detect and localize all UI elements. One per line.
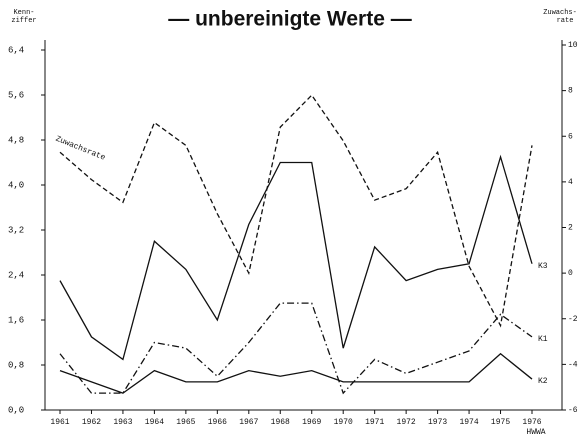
x-tick-label: 1973 [428, 418, 447, 427]
y2-tick-label: -4 [568, 360, 578, 369]
x-tick-label: 1968 [271, 418, 290, 427]
series-label: K3 [538, 262, 548, 271]
x-tick-label: 1964 [145, 418, 164, 427]
series-label: Zuwachsrate [54, 135, 107, 163]
y2-tick-label: 6 [568, 132, 573, 141]
y-tick-label: 6,4 [8, 45, 24, 55]
x-tick-label: 1976 [522, 418, 541, 427]
y2-tick-label: 8 [568, 87, 573, 96]
line-series [59, 154, 533, 361]
y2-axis-title: Zuwachs- [543, 9, 577, 17]
series-label: K1 [538, 335, 548, 344]
y2-tick-label: 4 [568, 178, 573, 187]
y-tick-label: 0,8 [8, 360, 24, 370]
chart-title: — unbereinigte Werte — [168, 8, 411, 31]
y-axis-title: ziffer [11, 17, 36, 25]
x-tick-label: 1971 [365, 418, 384, 427]
line-series [59, 302, 533, 395]
x-tick-label: 1975 [491, 418, 510, 427]
y2-tick-label: -2 [568, 315, 578, 324]
x-tick-label: 1963 [113, 418, 132, 427]
y-axis-title: Kenn- [13, 9, 34, 17]
x-tick-label: 1969 [302, 418, 321, 427]
x-tick-label: 1967 [239, 418, 258, 427]
y2-tick-label: 10 [568, 41, 578, 50]
x-tick-label: 1966 [208, 418, 227, 427]
x-tick-label: 1972 [397, 418, 416, 427]
y-tick-label: 4,8 [8, 135, 24, 145]
y2-axis-title: rate [557, 17, 574, 25]
y2-tick-label: -6 [568, 406, 578, 415]
x-tick-label: 1974 [459, 418, 478, 427]
line-series [59, 352, 533, 394]
y-tick-label: 2,4 [8, 270, 24, 280]
series-label: K2 [538, 377, 548, 386]
line-series [59, 94, 533, 328]
y2-tick-label: 2 [568, 224, 573, 233]
x-tick-label: 1965 [176, 418, 195, 427]
y-tick-label: 1,6 [8, 315, 24, 325]
y2-tick-label: 0 [568, 269, 573, 278]
y-tick-label: 4,0 [8, 180, 24, 190]
x-tick-label: 1962 [82, 418, 101, 427]
x-tick-label: 1961 [50, 418, 69, 427]
y-tick-label: 5,6 [8, 90, 24, 100]
y-tick-label: 3,2 [8, 225, 24, 235]
source: HWWA [526, 428, 545, 437]
x-tick-label: 1970 [334, 418, 353, 427]
y-tick-label: 0,0 [8, 405, 24, 415]
